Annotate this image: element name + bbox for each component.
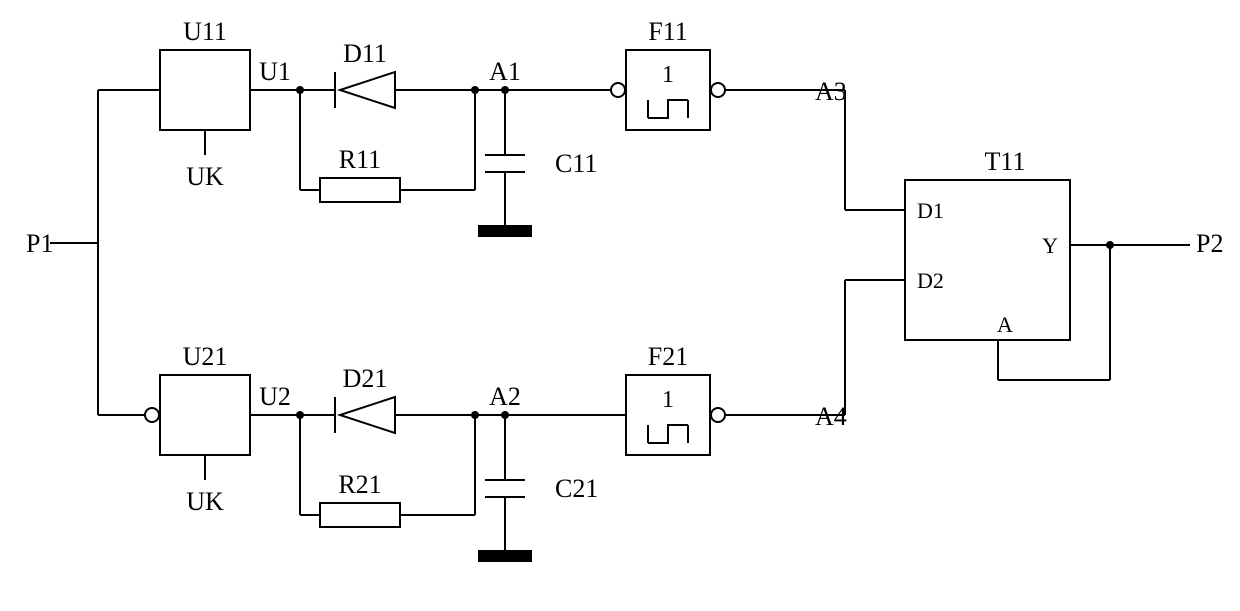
label-f11: F11 [648,17,688,46]
label-u11: U11 [183,17,227,46]
label-c11: C11 [555,149,597,178]
label-t11-d1: D1 [917,198,944,223]
label-a2: A2 [489,382,521,411]
label-t11-a: A [997,312,1013,337]
label-r21: R21 [338,470,381,499]
label-p2: P2 [1196,229,1223,258]
label-a1: A1 [489,57,521,86]
block-u11 [160,50,250,130]
label-u21: U21 [183,342,228,371]
label-u1: U1 [259,57,291,86]
label-u11-uk: UK [186,162,224,191]
label-a4: A4 [815,402,847,431]
label-u21-uk: UK [186,487,224,516]
label-f11-inner: 1 [662,62,674,88]
circuit-schematic: P1 P2 U11 U21 F11 F21 T11 1 1 UK UK U1 U… [0,0,1240,611]
block-u21 [160,375,250,455]
label-c21: C21 [555,474,598,503]
diode-d21 [335,397,395,433]
resistor-r11 [320,178,400,202]
block-f21 [610,375,710,455]
capacitor-c21 [485,480,525,550]
label-f21-inner: 1 [662,387,674,413]
label-f21: F21 [648,342,688,371]
label-d21: D21 [343,364,388,393]
label-r11: R11 [339,145,381,174]
label-t11-d2: D2 [917,268,944,293]
label-d11: D11 [343,39,387,68]
resistor-r21 [320,503,400,527]
label-u2: U2 [259,382,291,411]
capacitor-c11 [485,155,525,225]
label-t11: T11 [985,147,1026,176]
diode-d11 [335,72,395,108]
label-a3: A3 [815,77,847,106]
label-p1: P1 [26,229,53,258]
label-t11-y: Y [1042,233,1058,258]
ground-c21 [478,550,532,562]
ground-c11 [478,225,532,237]
